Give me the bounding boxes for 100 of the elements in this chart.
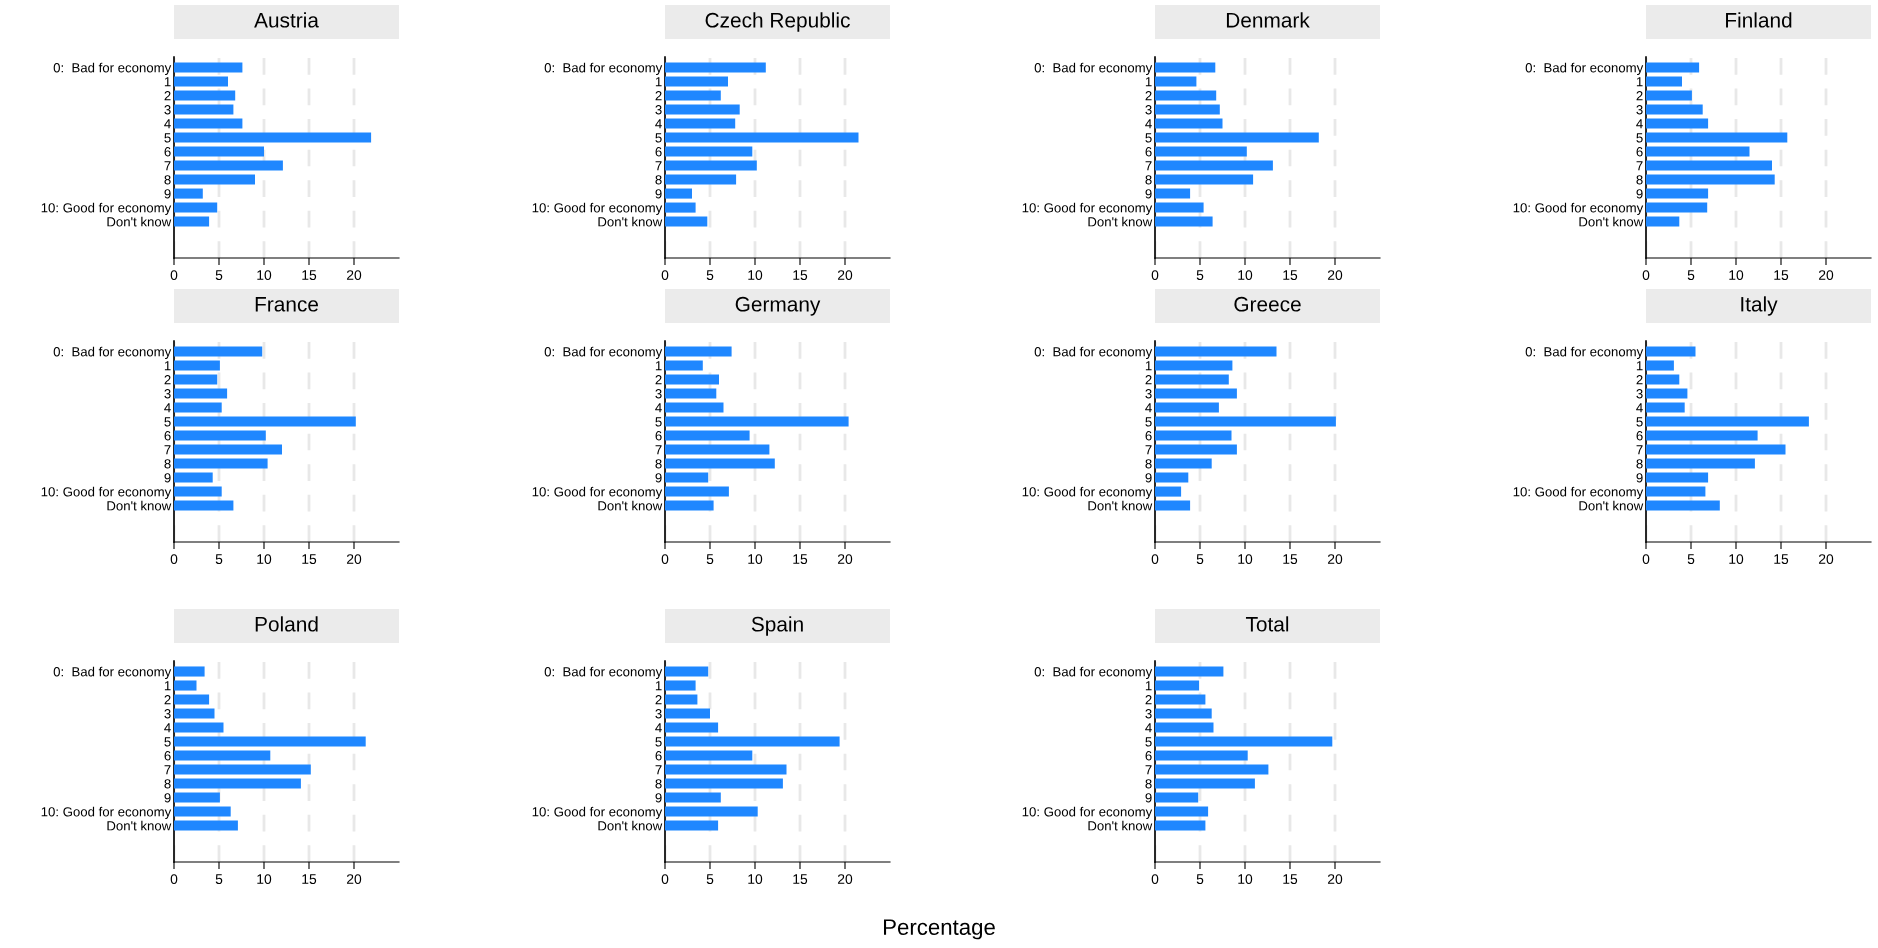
y-tick-label: 2 [655, 695, 662, 705]
x-tick-label: 10 [1729, 270, 1744, 281]
y-tick-label: 7 [164, 445, 171, 455]
chart-title: Poland [255, 616, 318, 632]
bar [174, 694, 210, 705]
y-tick-label: 9 [164, 793, 171, 803]
bar [174, 132, 372, 143]
y-tick-label: 1 [1145, 361, 1152, 371]
bar [174, 416, 356, 427]
bar [1646, 346, 1696, 357]
y-tick-label: 5 [164, 133, 171, 143]
y-tick-label: 4 [1145, 403, 1152, 413]
bar [1646, 416, 1809, 427]
y-tick-label: Don't know [1088, 820, 1153, 831]
y-tick-label: 6 [1145, 431, 1152, 441]
y-tick-label: 4 [164, 723, 171, 733]
y-tick-label: 8 [164, 175, 171, 185]
x-tick-label: 20 [837, 554, 853, 565]
bar [1646, 118, 1709, 129]
x-tick-label: 0 [661, 874, 669, 885]
y-tick-label: 6 [164, 751, 171, 761]
y-tick-label: 9 [1145, 473, 1152, 483]
x-axis-title: Percentage [884, 919, 995, 940]
x-tick-label: 20 [837, 270, 853, 281]
y-tick-label: 9 [164, 189, 171, 199]
bar [665, 360, 703, 371]
y-tick-label: 2 [1145, 375, 1152, 385]
x-tick-label: 5 [706, 270, 714, 281]
y-tick-label: Don't know [598, 500, 663, 511]
y-tick-label: 7 [1145, 765, 1152, 775]
y-tick-label: 4 [1636, 403, 1643, 413]
y-tick-label: 7 [1636, 161, 1643, 171]
bar [665, 458, 775, 469]
y-tick-label: 10: Good for economy [532, 202, 663, 216]
y-tick-label: Don't know [107, 500, 172, 511]
bar [174, 374, 218, 385]
bar [1646, 146, 1750, 157]
chart-title: Total [1245, 616, 1289, 632]
y-tick-label: 5 [1145, 133, 1152, 143]
x-tick-label: 0 [1151, 874, 1159, 885]
bar [174, 104, 234, 115]
x-tick-label: 0 [1151, 270, 1159, 281]
bar [665, 666, 709, 677]
bar [1646, 388, 1688, 399]
chart-title: Germany [735, 296, 821, 316]
bar [1155, 374, 1229, 385]
x-tick-label: 10 [257, 554, 272, 565]
bar [1155, 104, 1220, 115]
y-tick-label: 7 [655, 445, 662, 455]
bar [174, 146, 264, 157]
x-tick-label: 20 [837, 874, 853, 885]
y-tick-label: Don't know [107, 820, 172, 831]
bar [665, 374, 719, 385]
y-tick-label: 10: Good for economy [532, 806, 663, 820]
y-tick-label: 2 [164, 91, 171, 101]
x-tick-label: 20 [1327, 554, 1343, 565]
x-tick-label: 10 [257, 270, 272, 281]
y-tick-label: 3 [164, 709, 171, 719]
bar [1155, 216, 1213, 227]
bar [174, 216, 210, 227]
bar [665, 76, 728, 87]
bar [1155, 146, 1247, 157]
y-tick-label: 6 [1636, 147, 1643, 157]
x-tick-label: 20 [1327, 270, 1343, 281]
y-tick-label: 4 [1145, 119, 1152, 129]
y-tick-label: 10: Good for economy [1513, 486, 1644, 500]
bar [1155, 430, 1232, 441]
y-tick-label: 9 [655, 793, 662, 803]
bar [665, 160, 757, 171]
y-tick-label: 4 [164, 403, 171, 413]
x-tick-label: 15 [302, 874, 317, 885]
x-tick-label: 15 [1774, 554, 1789, 565]
bar [1646, 430, 1758, 441]
y-tick-label: 0: Bad for economy [544, 666, 663, 680]
y-tick-label: 0: Bad for economy [53, 666, 172, 680]
bar [1155, 472, 1189, 483]
bar [174, 750, 271, 761]
bar [174, 202, 218, 213]
bar [174, 90, 236, 101]
x-tick-label: 15 [1283, 554, 1298, 565]
y-tick-label: 1 [655, 361, 662, 371]
bar [665, 792, 721, 803]
y-tick-label: 6 [655, 147, 662, 157]
bar [665, 708, 710, 719]
y-tick-label: 4 [655, 119, 662, 129]
bar [174, 806, 231, 817]
bar [1155, 750, 1248, 761]
x-tick-label: 10 [1238, 554, 1253, 565]
y-tick-label: 8 [655, 175, 662, 185]
bar [665, 722, 719, 733]
y-tick-label: 8 [655, 459, 662, 469]
chart-title: Finland [1726, 12, 1792, 28]
bar [174, 722, 224, 733]
bar [1155, 346, 1277, 357]
y-tick-label: 4 [164, 119, 171, 129]
bar [665, 216, 708, 227]
y-tick-label: 1 [164, 77, 171, 87]
x-tick-label: 0 [1151, 554, 1159, 565]
bar [174, 160, 283, 171]
x-tick-label: 0 [170, 270, 178, 281]
